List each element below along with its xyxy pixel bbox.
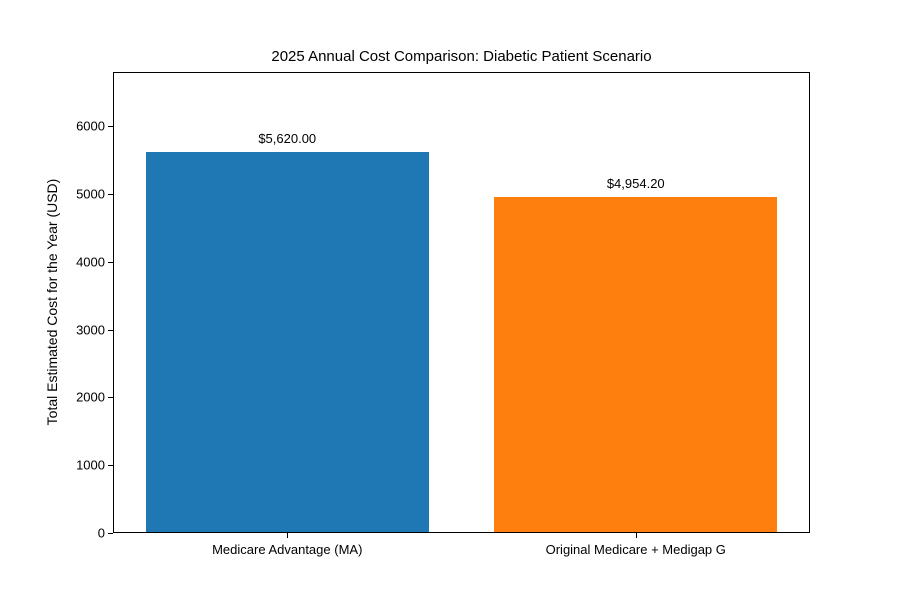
y-tick-label: 0 [97, 525, 105, 541]
x-tick-mark [287, 533, 289, 538]
x-tick-label: Original Medicare + Medigap G [545, 542, 726, 557]
y-tick-label: 1000 [76, 457, 105, 473]
y-tick-mark [108, 533, 113, 534]
y-tick-label: 6000 [76, 118, 105, 134]
chart-title: 2025 Annual Cost Comparison: Diabetic Pa… [271, 48, 652, 65]
x-tick-label: Medicare Advantage (MA) [212, 542, 363, 557]
plot-area [113, 72, 810, 533]
x-tick-mark [635, 533, 637, 538]
y-axis-label: Total Estimated Cost for the Year (USD) [44, 178, 60, 426]
